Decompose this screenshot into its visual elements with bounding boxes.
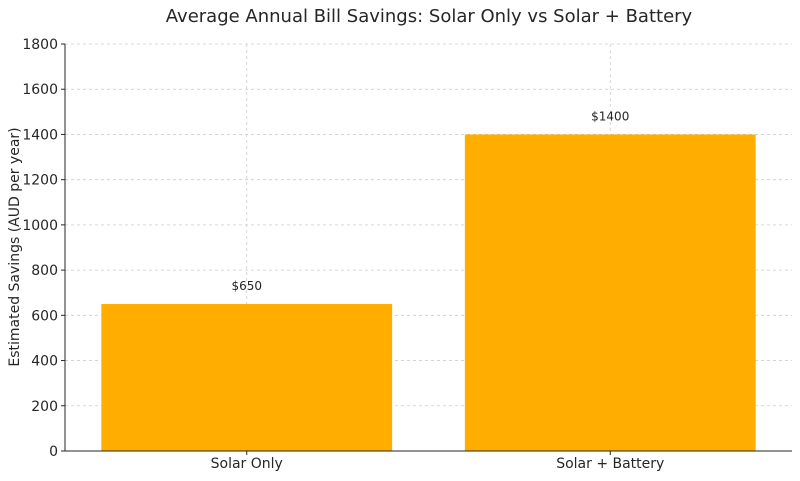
chart-title: Average Annual Bill Savings: Solar Only … (166, 6, 693, 27)
data-labels: $650 $1400 (231, 109, 629, 293)
y-tick-label: 800 (31, 263, 58, 279)
y-tick-label: 200 (31, 399, 58, 415)
y-tick-label: 600 (31, 308, 58, 324)
y-tick-label: 1400 (22, 127, 58, 143)
bar (464, 134, 756, 451)
y-axis-label: Estimated Savings (AUD per year) (7, 127, 23, 366)
bar-data-label: $1400 (591, 109, 629, 123)
axes (61, 43, 792, 455)
x-tick-label: Solar + Battery (556, 456, 664, 472)
y-tick-label: 1200 (22, 173, 58, 189)
y-tick-label: 1000 (22, 218, 58, 234)
y-tick-label: 0 (49, 444, 58, 460)
y-tick-label: 1800 (22, 37, 58, 53)
bars (101, 134, 756, 451)
y-tick-label: 1600 (22, 82, 58, 98)
bar (101, 304, 393, 451)
x-tick-label: Solar Only (211, 456, 283, 472)
bar-data-label: $650 (231, 279, 262, 293)
y-tick-label: 400 (31, 354, 58, 370)
tick-labels: 0 200 400 600 800 1000 1200 1400 1600 1800 Solar O… (22, 37, 664, 472)
